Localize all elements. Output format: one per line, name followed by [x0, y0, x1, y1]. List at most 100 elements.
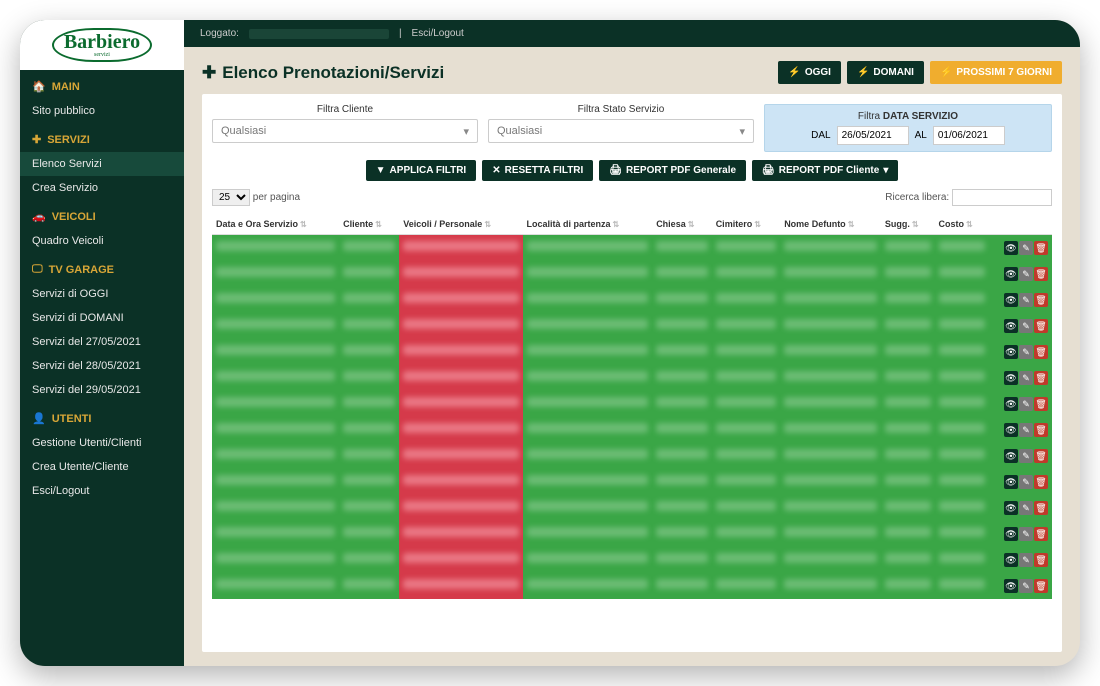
delete-button[interactable]: 🗑	[1034, 501, 1048, 515]
col-header[interactable]: Data e Ora Servizio⇅	[212, 214, 339, 235]
report-pdf-cliente-button[interactable]: 🖨 REPORT PDF Cliente ▾	[752, 160, 898, 181]
view-button[interactable]: 👁	[1004, 501, 1018, 515]
edit-button[interactable]: ✎	[1019, 397, 1033, 411]
table-cell	[652, 573, 712, 599]
view-button[interactable]: 👁	[1004, 267, 1018, 281]
per-page-label: per pagina	[253, 192, 300, 203]
col-header[interactable]: Sugg.⇅	[881, 214, 935, 235]
view-button[interactable]: 👁	[1004, 397, 1018, 411]
delete-button[interactable]: 🗑	[1034, 293, 1048, 307]
sidebar-item-servizi-29[interactable]: Servizi del 29/05/2021	[20, 378, 184, 402]
col-header[interactable]: Cimitero⇅	[712, 214, 781, 235]
sidebar-item-crea-servizio[interactable]: Crea Servizio	[20, 176, 184, 200]
view-button[interactable]: 👁	[1004, 579, 1018, 593]
edit-button[interactable]: ✎	[1019, 475, 1033, 489]
sidebar-item-sito-pubblico[interactable]: Sito pubblico	[20, 99, 184, 123]
report-pdf-generale-button[interactable]: 🖨 REPORT PDF Generale	[599, 160, 746, 181]
edit-button[interactable]: ✎	[1019, 241, 1033, 255]
table-cell	[780, 417, 881, 443]
delete-button[interactable]: 🗑	[1034, 579, 1048, 593]
table-cell	[652, 261, 712, 287]
table-cell	[712, 391, 781, 417]
filter-cliente: Filtra Cliente Qualsiasi	[212, 104, 478, 152]
delete-button[interactable]: 🗑	[1034, 553, 1048, 567]
sidebar-item-quadro-veicoli[interactable]: Quadro Veicoli	[20, 229, 184, 253]
view-button[interactable]: 👁	[1004, 241, 1018, 255]
edit-button[interactable]: ✎	[1019, 579, 1033, 593]
col-header[interactable]: Chiesa⇅	[652, 214, 712, 235]
sidebar-item-esci-logout[interactable]: Esci/Logout	[20, 479, 184, 503]
filter-stato-select[interactable]: Qualsiasi	[488, 119, 754, 143]
table-cell	[780, 547, 881, 573]
delete-button[interactable]: 🗑	[1034, 267, 1048, 281]
col-header[interactable]: Cliente⇅	[339, 214, 399, 235]
edit-button[interactable]: ✎	[1019, 319, 1033, 333]
table-cell	[339, 495, 399, 521]
view-button[interactable]: 👁	[1004, 293, 1018, 307]
delete-button[interactable]: 🗑	[1034, 475, 1048, 489]
applica-filtri-button[interactable]: ▼ APPLICA FILTRI	[366, 160, 477, 181]
col-header[interactable]: Veicoli / Personale⇅	[399, 214, 522, 235]
view-button[interactable]: 👁	[1004, 553, 1018, 567]
view-button[interactable]: 👁	[1004, 319, 1018, 333]
view-button[interactable]: 👁	[1004, 475, 1018, 489]
table-cell	[780, 365, 881, 391]
date-from-input[interactable]	[837, 126, 909, 145]
table-row: 👁✎🗑	[212, 339, 1052, 365]
page-header: ✚ Elenco Prenotazioni/Servizi ⚡ OGGI ⚡ D…	[202, 61, 1062, 84]
date-to-input[interactable]	[933, 126, 1005, 145]
edit-button[interactable]: ✎	[1019, 527, 1033, 541]
delete-button[interactable]: 🗑	[1034, 345, 1048, 359]
search-input[interactable]	[952, 189, 1052, 206]
resetta-filtri-button[interactable]: ✕ RESETTA FILTRI	[482, 160, 593, 181]
table-cell	[881, 469, 935, 495]
filter-cliente-select[interactable]: Qualsiasi	[212, 119, 478, 143]
edit-button[interactable]: ✎	[1019, 553, 1033, 567]
sidebar-item-servizi-28[interactable]: Servizi del 28/05/2021	[20, 354, 184, 378]
sidebar-item-elenco-servizi[interactable]: Elenco Servizi	[20, 152, 184, 176]
table-cell	[935, 417, 989, 443]
nav-section-veicoli: 🚗VEICOLI	[20, 200, 184, 229]
table-row: 👁✎🗑	[212, 521, 1052, 547]
table-cell	[712, 495, 781, 521]
per-page-select[interactable]: 25	[212, 189, 250, 206]
domani-button[interactable]: ⚡ DOMANI	[847, 61, 924, 84]
sidebar-item-servizi-domani[interactable]: Servizi di DOMANI	[20, 306, 184, 330]
edit-button[interactable]: ✎	[1019, 371, 1033, 385]
view-button[interactable]: 👁	[1004, 423, 1018, 437]
edit-button[interactable]: ✎	[1019, 449, 1033, 463]
edit-button[interactable]: ✎	[1019, 501, 1033, 515]
edit-button[interactable]: ✎	[1019, 345, 1033, 359]
delete-button[interactable]: 🗑	[1034, 241, 1048, 255]
table-row: 👁✎🗑	[212, 391, 1052, 417]
prossimi-button[interactable]: ⚡ PROSSIMI 7 GIORNI	[930, 61, 1062, 84]
sidebar-item-servizi-27[interactable]: Servizi del 27/05/2021	[20, 330, 184, 354]
table-cell	[523, 547, 653, 573]
delete-button[interactable]: 🗑	[1034, 319, 1048, 333]
delete-button[interactable]: 🗑	[1034, 371, 1048, 385]
delete-button[interactable]: 🗑	[1034, 527, 1048, 541]
sidebar-item-crea-utente[interactable]: Crea Utente/Cliente	[20, 455, 184, 479]
view-button[interactable]: 👁	[1004, 345, 1018, 359]
col-header[interactable]: Nome Defunto⇅	[780, 214, 881, 235]
sidebar-item-servizi-oggi[interactable]: Servizi di OGGI	[20, 282, 184, 306]
view-button[interactable]: 👁	[1004, 527, 1018, 541]
oggi-button[interactable]: ⚡ OGGI	[778, 61, 841, 84]
table-cell	[881, 547, 935, 573]
delete-button[interactable]: 🗑	[1034, 423, 1048, 437]
col-header[interactable]: Località di partenza⇅	[523, 214, 653, 235]
section-icon: ✚	[32, 133, 41, 146]
table-cell	[212, 235, 339, 261]
filter-actions: ▼ APPLICA FILTRI ✕ RESETTA FILTRI 🖨 REPO…	[212, 160, 1052, 181]
delete-button[interactable]: 🗑	[1034, 449, 1048, 463]
edit-button[interactable]: ✎	[1019, 293, 1033, 307]
sidebar-item-gestione-utenti[interactable]: Gestione Utenti/Clienti	[20, 431, 184, 455]
topbar-logout[interactable]: Esci/Logout	[412, 28, 464, 39]
view-button[interactable]: 👁	[1004, 449, 1018, 463]
col-header[interactable]: Costo⇅	[935, 214, 989, 235]
delete-button[interactable]: 🗑	[1034, 397, 1048, 411]
table-cell	[935, 547, 989, 573]
edit-button[interactable]: ✎	[1019, 267, 1033, 281]
view-button[interactable]: 👁	[1004, 371, 1018, 385]
edit-button[interactable]: ✎	[1019, 423, 1033, 437]
